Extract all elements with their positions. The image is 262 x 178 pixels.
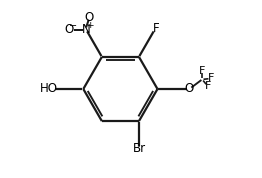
Text: F: F [153, 22, 160, 35]
Text: F: F [199, 66, 205, 76]
Text: F: F [205, 81, 211, 91]
Text: O: O [65, 23, 74, 36]
Text: O: O [184, 82, 194, 96]
Text: F: F [208, 73, 214, 83]
Text: HO: HO [40, 82, 58, 96]
Text: +: + [86, 21, 94, 30]
Text: N: N [82, 23, 90, 36]
Text: O: O [84, 11, 93, 24]
Text: −: − [69, 21, 77, 31]
Text: Br: Br [132, 142, 145, 155]
